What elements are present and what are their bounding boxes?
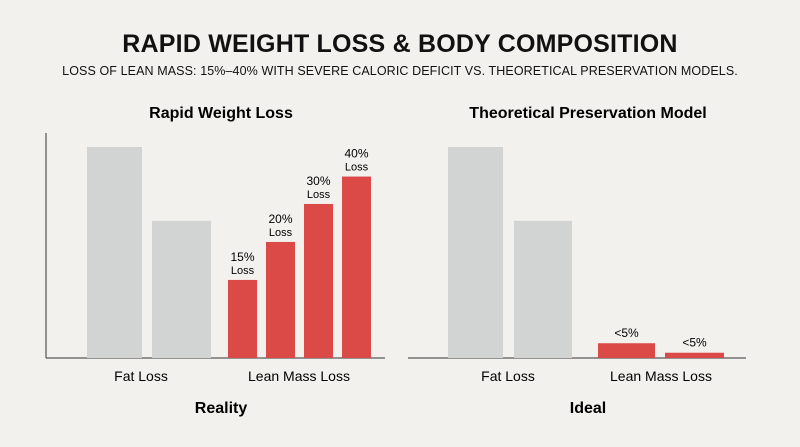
bar-4 (266, 241, 295, 358)
bar-2 (514, 220, 572, 358)
data-label: 30% (306, 174, 330, 188)
bar-5 (304, 203, 333, 358)
chart-title: Rapid Weight Loss (149, 105, 293, 122)
data-label: 20% (268, 212, 292, 226)
data-label: <5% (682, 336, 707, 350)
category-label: Fat Loss (114, 368, 168, 384)
data-sublabel: Loss (307, 189, 331, 201)
category-label: Fat Loss (481, 368, 535, 384)
bar-2 (152, 220, 211, 358)
category-label: Lean Mass Loss (248, 368, 350, 384)
data-label: <5% (614, 326, 639, 340)
chart-panel-2: Theoretical Preservation Model <5% <5% Fat … (408, 105, 746, 417)
bar-3 (228, 279, 257, 358)
page-subtitle: LOSS OF LEAN MASS: 15%–40% WITH SEVERE C… (62, 64, 738, 78)
chart-footer: Reality (195, 400, 248, 417)
data-sublabel: Loss (231, 265, 255, 277)
bar-3 (598, 343, 655, 358)
bar-1 (87, 147, 142, 358)
chart-footer: Ideal (570, 400, 606, 417)
chart-title: Theoretical Preservation Model (469, 105, 706, 122)
data-sublabel: Loss (345, 162, 369, 174)
chart-panel-1: Rapid Weight Loss15%Loss20%Loss30%Loss40… (45, 105, 385, 417)
bar-1 (448, 147, 503, 358)
bar-6 (342, 176, 371, 358)
data-label: 15% (230, 250, 254, 264)
data-label: 40% (344, 147, 368, 161)
page-title: RAPID WEIGHT LOSS & BODY COMPOSITION (122, 30, 678, 58)
data-sublabel: Loss (269, 227, 293, 239)
category-label: Lean Mass Loss (610, 368, 712, 384)
bar-4 (665, 352, 724, 358)
